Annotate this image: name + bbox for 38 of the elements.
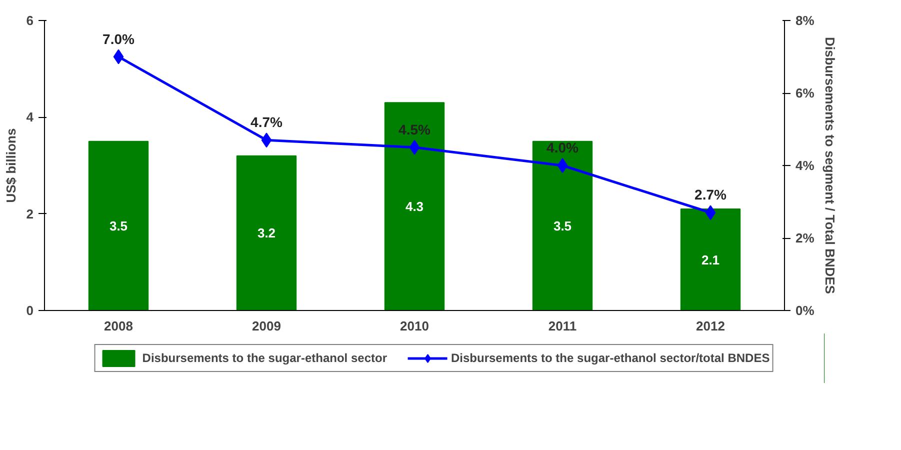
point [261, 132, 272, 148]
data-label: 4.0% [546, 140, 580, 156]
bar [236, 155, 297, 310]
bar [384, 102, 445, 310]
y2-tick-label: 8% [796, 13, 815, 28]
y2-axis-title: Disbursements to segment / Total BNDES [822, 37, 838, 294]
y-tick-label: 2 [26, 206, 34, 222]
x-tick-label: 2010 [400, 318, 429, 334]
point [705, 205, 716, 220]
y-tick-label: 6 [26, 13, 34, 28]
x-tick-label: 2011 [548, 318, 577, 334]
y-axis-title: US$ billions [3, 128, 18, 203]
data-label: 4.3 [405, 199, 424, 214]
data-label: 4.5% [398, 121, 432, 138]
data-label: 3.5 [109, 218, 128, 234]
x-tick-label: 2012 [696, 318, 725, 334]
x-tick-label: 2008 [104, 318, 133, 334]
y2-tick-label: 4% [796, 158, 815, 173]
y2-tick-label: 0% [796, 303, 815, 318]
data-label: 4.7% [250, 114, 284, 130]
data-label: 2.7% [694, 186, 728, 203]
bar [88, 140, 149, 310]
data-label: 3.5 [553, 218, 572, 234]
y-tick-label: 0 [26, 303, 34, 318]
y-tick-label: 4 [26, 110, 34, 125]
point [557, 158, 568, 173]
point [113, 49, 124, 64]
data-label: 7.0% [102, 30, 136, 47]
data-label: 3.2 [257, 226, 276, 241]
bar [532, 140, 593, 310]
x-tick-label: 2009 [252, 318, 281, 334]
point [409, 140, 420, 155]
y2-tick-label: 6% [796, 86, 815, 100]
data-label: 2.1 [701, 252, 720, 268]
y2-tick-label: 2% [796, 230, 815, 246]
legend-label: Disbursements to the sugar-ethanol sector [142, 351, 387, 365]
legend-label: Disbursements to the sugar-ethanol sector/total BNDES [450, 351, 770, 365]
bar [680, 208, 741, 310]
